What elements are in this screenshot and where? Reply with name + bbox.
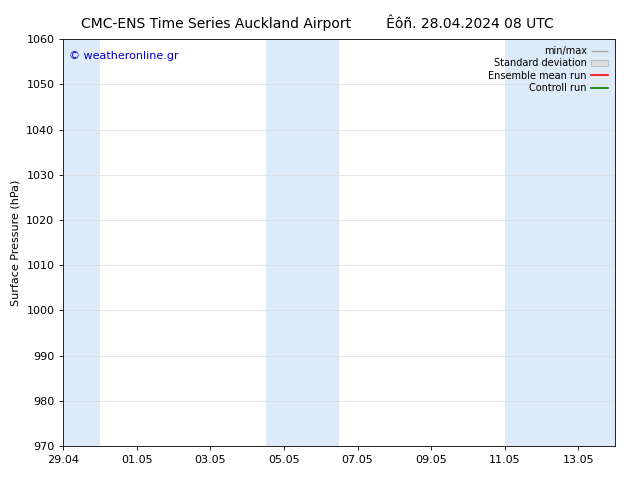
Bar	[505, 39, 615, 446]
Text: CMC-ENS Time Series Auckland Airport        Êôñ. 28.04.2024 08 UTC: CMC-ENS Time Series Auckland Airport Êôñ…	[81, 15, 553, 31]
Bar	[63, 39, 100, 446]
Text: © weatheronline.gr: © weatheronline.gr	[69, 51, 179, 61]
Y-axis label: Surface Pressure (hPa): Surface Pressure (hPa)	[11, 179, 21, 306]
Bar	[266, 39, 339, 446]
Legend: min/max, Standard deviation, Ensemble mean run, Controll run: min/max, Standard deviation, Ensemble me…	[486, 44, 610, 95]
